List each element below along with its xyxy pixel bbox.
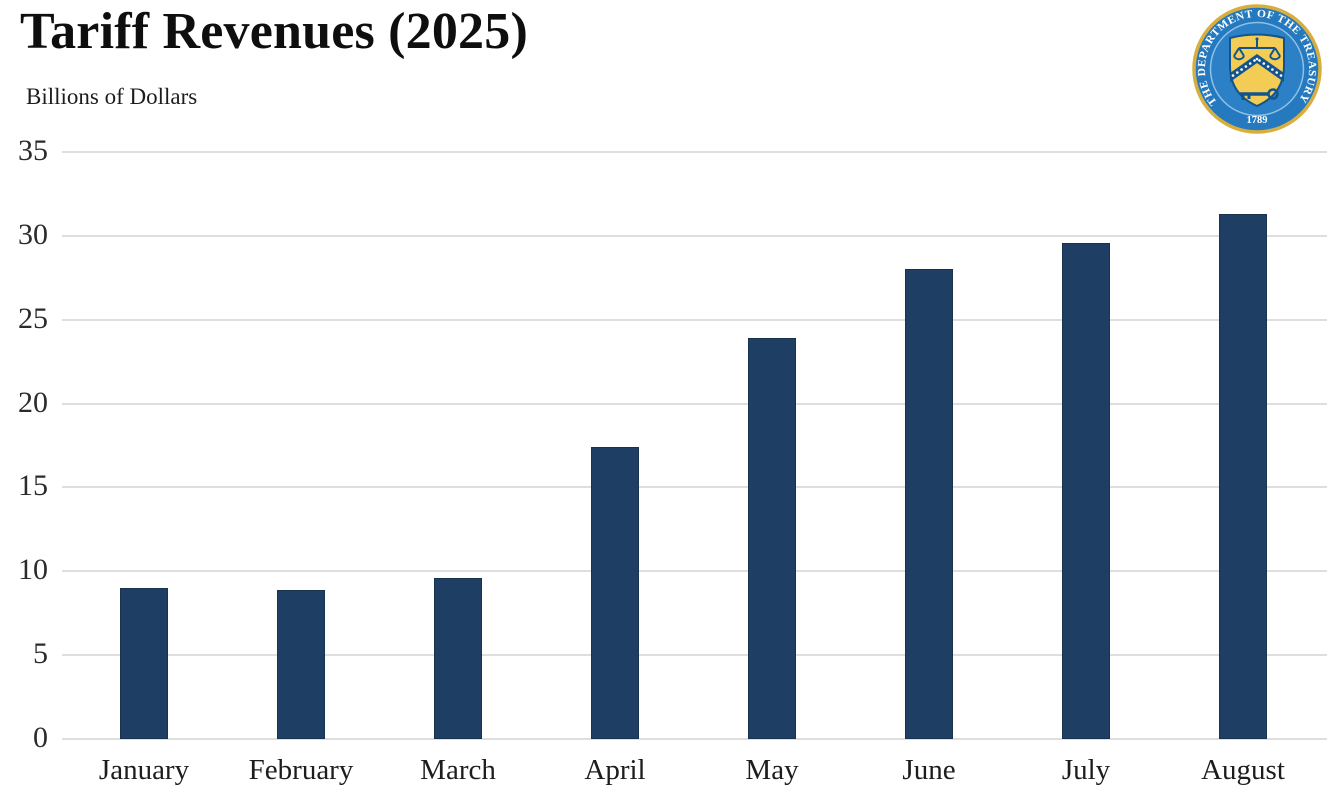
gridline-y-5 [62,654,1327,657]
bar-june [905,269,953,739]
gridline-y-20 [62,402,1327,405]
y-axis-tick-label-0: 0 [33,720,48,754]
y-axis-tick-label-15: 15 [18,469,48,503]
gridline-y-10 [62,570,1327,573]
x-axis-label-june: June [902,754,956,786]
x-axis-label-january: January [98,754,190,786]
bar-july [1062,242,1110,739]
gridline-y-0 [62,738,1327,740]
y-axis-tick-label-30: 30 [18,217,48,251]
seal-chevron-stars [1231,57,1283,77]
x-axis-label-may: May [745,754,799,786]
y-axis-tick-label-20: 20 [18,385,48,419]
chart-title: Tariff Revenues (2025) [20,3,528,60]
y-axis-tick-label-10: 10 [18,553,48,587]
bar-march [434,577,482,739]
y-axis-tick-label-5: 5 [33,636,48,670]
x-axis-label-april: April [584,754,646,786]
gridline-y-15 [62,486,1327,489]
x-axis-label-march: March [420,754,496,786]
y-axis-tick-label-25: 25 [18,301,48,335]
x-axis-label-august: August [1201,754,1285,786]
gridline-y-30 [62,234,1327,237]
bar-january [120,588,168,739]
y-axis-tick-label-35: 35 [18,133,48,167]
seal-scales-icon [1233,37,1281,61]
seal-year-text: 1789 [1247,115,1268,126]
bar-may [748,338,796,739]
bar-april [591,447,639,739]
seal-shield [1229,33,1285,108]
x-axis-label-february: February [248,754,354,786]
treasury-seal-logo: THE DEPARTMENT OF THE TREASURY 1789 [1192,4,1322,134]
bar-august [1219,214,1267,739]
gridline-y-25 [62,318,1327,321]
y-axis-units-label: Billions of Dollars [26,84,198,109]
seal-key-icon [1240,88,1279,100]
x-axis-label-july: July [1061,754,1111,786]
bar-february [277,589,325,739]
gridline-y-35 [62,151,1327,153]
